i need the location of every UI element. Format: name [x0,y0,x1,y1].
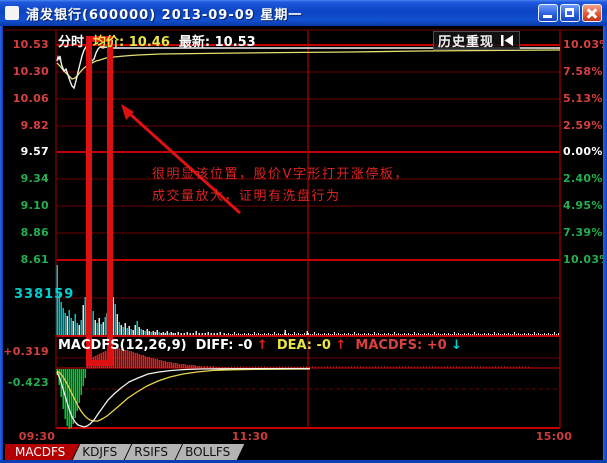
percent-tick: 10.03% [563,253,607,266]
price-tick: 9.34 [20,172,49,185]
indicator-name: MACDFS(12,26,9) [58,338,187,353]
price-tick: 10.53 [12,38,49,51]
annotation-line-1: 很明显该位置，股价V字形打开涨停板， [152,167,409,182]
time-axis: 09:30 11:30 15:00 [0,430,607,445]
price-tick: 8.86 [20,226,49,239]
last-price: 最新: 10.53 [178,35,256,50]
indicator-label-row: MACDFS(12,26,9) DIFF: -0 ↑ DEA: -0 ↑ MACDF… [58,338,462,353]
percent-tick: 7.58% [563,65,603,78]
tab-rsifs[interactable]: RSIFS [124,444,182,461]
arrow-up-icon: ↑ [252,338,268,353]
maximize-button[interactable] [560,4,580,22]
macd-scale-tick: +0.319 [3,345,49,358]
price-tick: 8.61 [20,253,49,266]
arrow-down-icon: ↓ [446,338,463,353]
tab-bollfs[interactable]: BOLLFS [175,444,244,461]
percent-axis-right: 10.03% 7.58% 5.13% 2.59% 0.00% 2.40% 4.95% 7.39… [563,0,607,463]
indicator-value: DIFF: -0 ↑ [195,338,268,353]
minimize-icon [543,15,552,18]
volume-max-label: 338159 [14,287,75,302]
macd-scale-tick: -0.423 [7,376,49,389]
time-tick: 15:00 [535,430,573,443]
time-tick: 09:30 [18,430,56,443]
tab-kdjfs[interactable]: KDJFS [72,444,131,461]
percent-tick: 2.40% [563,172,603,185]
arrow-up-icon: ↑ [330,338,347,353]
indicator-value: MACDFS: +0 ↓ [355,338,463,353]
app-icon [5,6,19,20]
annotation-line-2: 成交量放大，证明有洗盘行为 [152,189,341,204]
percent-tick: 2.59% [563,119,603,132]
chart-header: 分时 均价: 10.46 最新: 10.53 [58,31,256,50]
indicator-value: DEA: -0 ↑ [276,338,347,353]
price-tick: 10.30 [12,65,49,78]
titlebar[interactable]: 浦发银行(600000) 2013-09-09 星期一 [0,0,607,26]
minimize-button[interactable] [538,4,558,22]
percent-tick: 0.00% [563,145,603,158]
window-border-left [0,26,3,463]
percent-tick: 4.95% [563,199,603,212]
window-title: 浦发银行(600000) 2013-09-09 星期一 [26,7,303,23]
price-tick: 9.57 [20,145,49,158]
percent-tick: 5.13% [563,92,603,105]
indicator-tabs: MACDFS KDJFS RSIFS BOLLFS [5,444,237,461]
price-tick: 9.10 [20,199,49,212]
tab-macdfs[interactable]: MACDFS [5,444,79,461]
close-button[interactable] [582,4,602,22]
price-axis-left: 10.53 10.30 10.06 9.82 9.57 9.34 9.10 8.86 8.61 +… [0,0,55,463]
price-tick: 9.82 [20,119,49,132]
window-border-right [603,26,607,463]
window-border-bottom [0,460,607,463]
percent-tick: 7.39% [563,226,603,239]
percent-tick: 10.03% [563,38,607,51]
skip-to-start-icon [501,35,514,46]
time-tick: 11:30 [231,430,269,443]
annotation-text: 很明显该位置，股价V字形打开涨停板， 成交量放大，证明有洗盘行为 [152,164,409,208]
avg-price: 均价: 10.46 [93,35,170,50]
history-replay-button[interactable]: 历史重现 [433,31,521,50]
chart-mode-label: 分时 [58,35,85,50]
maximize-icon [565,8,574,17]
history-replay-label: 历史重现 [438,35,495,50]
price-tick: 10.06 [12,92,49,105]
